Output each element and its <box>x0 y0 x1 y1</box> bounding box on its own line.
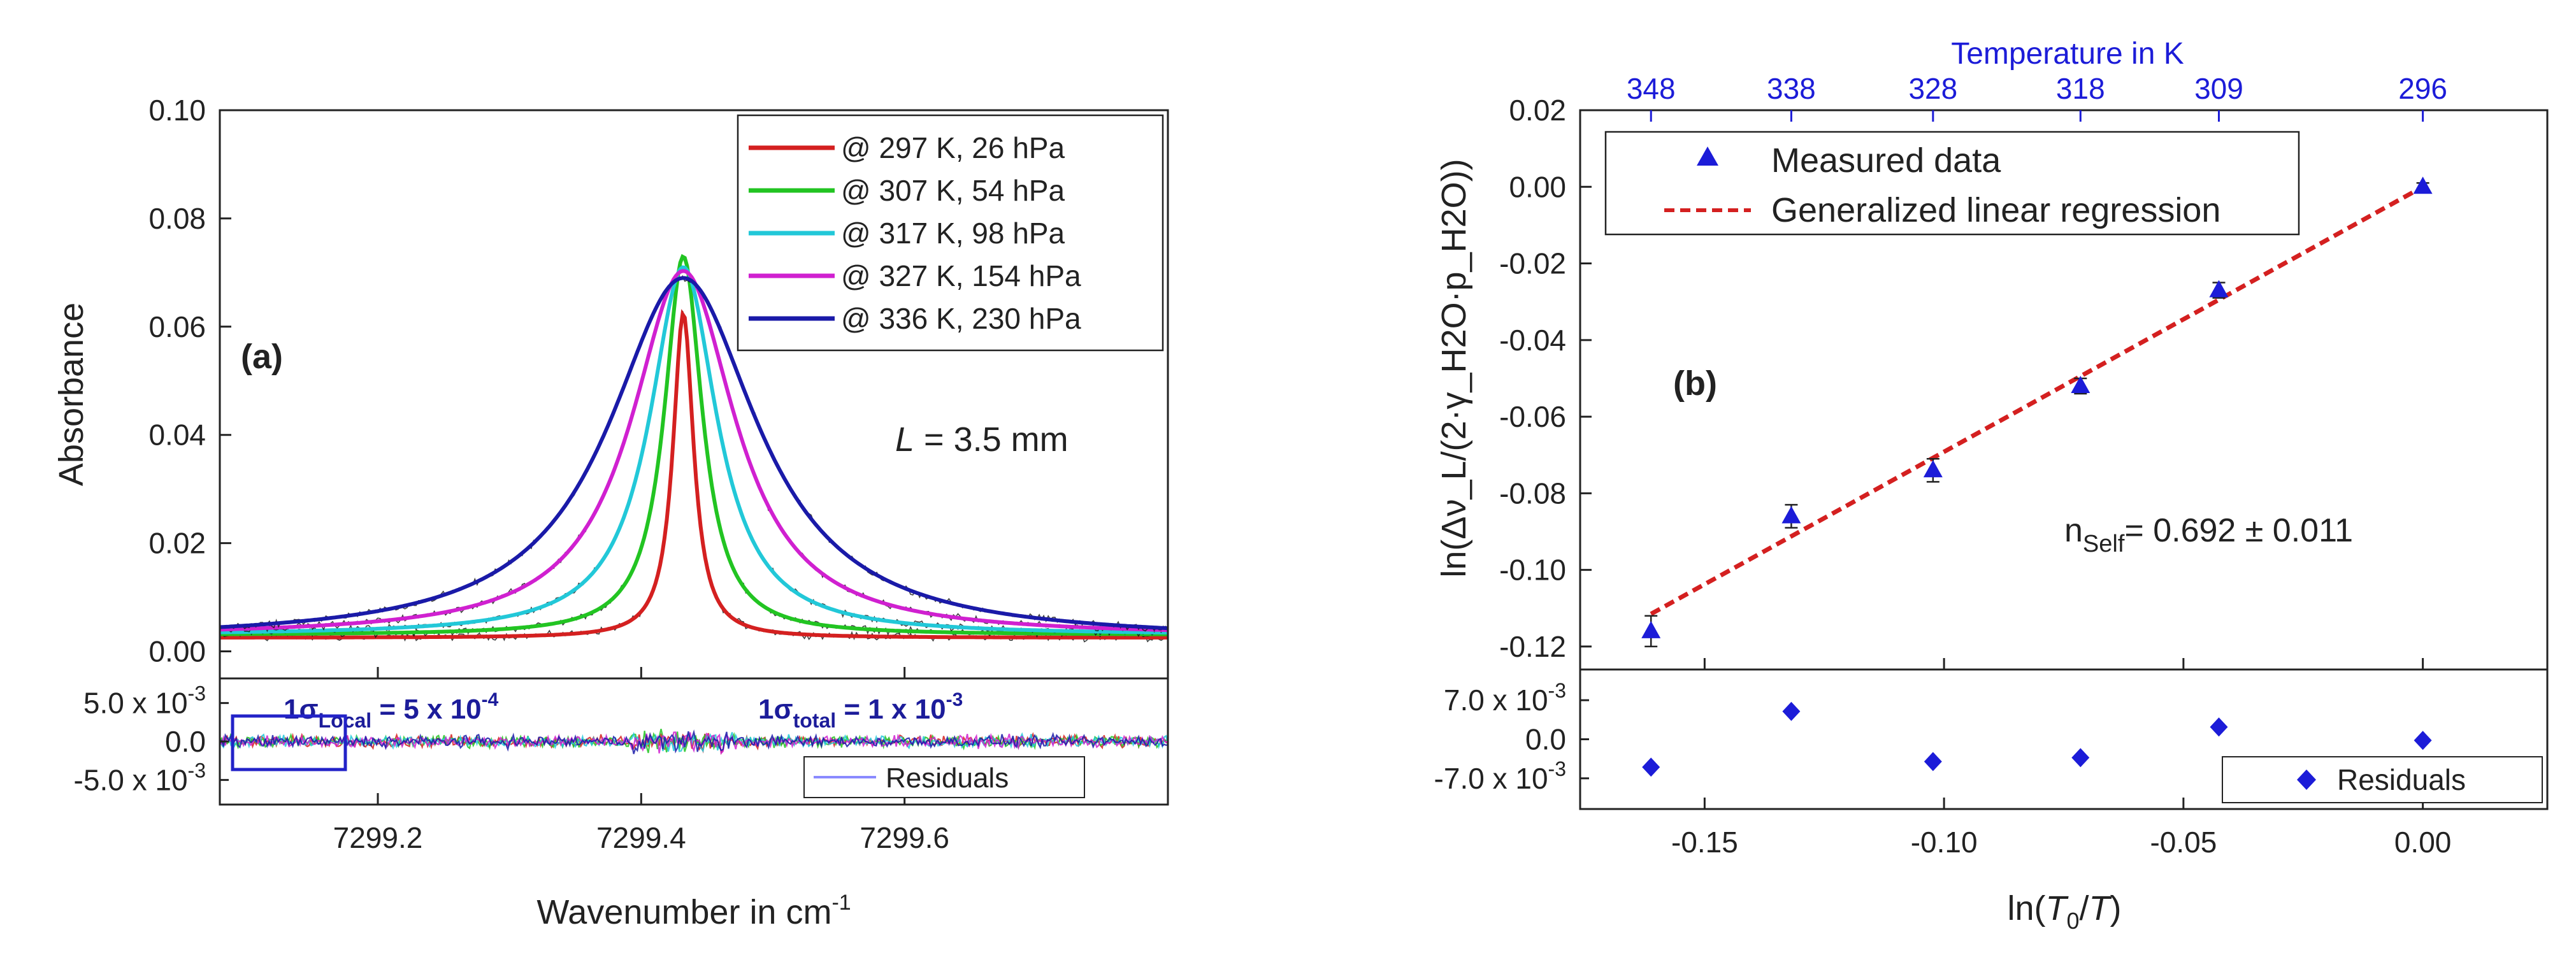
y-tick-label: -0.04 <box>1499 324 1566 357</box>
y-tick-label: 0.04 <box>148 419 206 452</box>
fit-curve-4 <box>219 276 1169 631</box>
panel-b-legend: Measured data Generalized linear regress… <box>1604 131 2300 236</box>
legend-label-measured: Measured data <box>1771 141 2001 180</box>
top-tick-label: 328 <box>1908 72 1957 105</box>
y-tick-label: 0.00 <box>1509 170 1566 203</box>
panel-b: -0.12 -0.10 -0.08 -0.06 -0.04 -0.02 0.00 0.02 -… <box>1434 37 2549 934</box>
fit-curve-2 <box>219 265 1169 634</box>
top-tick-label: 318 <box>2056 72 2105 105</box>
data-point-1 <box>1781 506 1801 524</box>
legend-label-2: @ 317 K, 98 hPa <box>841 217 1065 250</box>
legend-label-regression: Generalized linear regression <box>1771 191 2220 229</box>
y-tick-label: 0.02 <box>1509 94 1566 127</box>
x-tick-label: -0.10 <box>1911 826 1978 859</box>
residual-legend-box <box>2222 756 2543 803</box>
x-tick-label: 7299.2 <box>333 821 423 854</box>
panel-a-legend: @ 297 K, 26 hPa @ 307 K, 54 hPa @ 317 K, 9… <box>737 114 1164 352</box>
panel-a-residuals <box>219 729 1169 756</box>
legend-label-0: @ 297 K, 26 hPa <box>841 131 1065 164</box>
residual-tick-label: 5.0 x 10-3 <box>83 682 206 720</box>
data-point-0 <box>1641 620 1661 638</box>
residual-tick-label-exponent: -3 <box>188 682 206 705</box>
y-tick-label: -0.12 <box>1499 630 1566 663</box>
residual-point-1 <box>1782 701 1801 721</box>
panel-b-label: (b) <box>1673 364 1717 403</box>
panel-a-residual-legend: Residuals <box>803 756 1085 798</box>
residual-trace-4 <box>219 729 1169 754</box>
panel-a-ylabel: Absorbance <box>52 303 90 486</box>
panel-b-residual-legend: Residuals <box>2222 756 2543 803</box>
x-tick-label: 0.00 <box>2394 826 2452 859</box>
residual-tick-label: -5.0 x 10-3 <box>74 759 206 796</box>
residual-tick-label-mantissa: 0.0 <box>165 725 206 758</box>
y-tick-label: 0.02 <box>148 527 206 560</box>
panel-b-fit-line <box>1650 185 2424 616</box>
y-tick-label: 0.00 <box>148 635 206 668</box>
legend-label-3: @ 327 K, 154 hPa <box>841 259 1081 292</box>
legend-label-4: @ 336 K, 230 hPa <box>841 302 1081 335</box>
data-point-4 <box>2209 280 2229 297</box>
residual-tick-label-mantissa: 5.0 x 10 <box>83 687 188 720</box>
residual-point-2 <box>1924 752 1942 771</box>
residual-point-0 <box>1642 757 1660 777</box>
residual-legend-marker <box>2297 770 2316 790</box>
local-noise-window <box>231 714 347 771</box>
y-tick-label: 0.10 <box>148 94 206 127</box>
data-point-5 <box>2413 176 2433 194</box>
residual-legend-label: Residuals <box>886 763 1009 794</box>
residual-point-5 <box>2414 731 2432 750</box>
panel-a: 0.00 0.02 0.04 0.06 0.08 0.10 7299.2 7299.4 729… <box>52 94 1169 931</box>
panel-a-pathlength: L = 3.5 mm <box>895 420 1069 459</box>
x-tick-label: 7299.6 <box>860 821 949 854</box>
residual-tick-label-exponent: -3 <box>188 759 206 782</box>
y-tick-label: -0.06 <box>1499 400 1566 433</box>
y-tick-label: -0.08 <box>1499 476 1566 510</box>
panel-b-top-xlabel: Temperature in K <box>1951 37 2184 71</box>
y-tick-label: -0.10 <box>1499 554 1566 587</box>
panel-a-spectra <box>219 254 1169 643</box>
sigma-local-annotation: 1σLocal = 5 x 10-4 <box>284 689 499 732</box>
data-point-3 <box>2071 375 2090 393</box>
y-tick-label: -0.02 <box>1499 247 1566 280</box>
panel-b-residual-points <box>1642 701 2432 777</box>
panel-b-ylabel: ln(Δν_L/(2·γ_H2O·p_H2O)) <box>1435 159 1473 577</box>
panel-a-label: (a) <box>241 338 283 376</box>
x-tick-label: 7299.4 <box>596 821 686 854</box>
residual-legend-label: Residuals <box>2337 763 2466 796</box>
residual-tick-label-mantissa: -7.0 x 10 <box>1434 762 1548 795</box>
residual-tick-label-exponent: -3 <box>1548 757 1566 780</box>
residual-tick-label: 0.0 <box>1525 723 1566 756</box>
panel-b-xlabel: ln(T0/T) <box>2007 889 2121 934</box>
legend-marker-measured <box>1697 147 1718 166</box>
top-tick-label: 309 <box>2194 72 2243 105</box>
legend-box <box>1604 131 2300 236</box>
y-tick-label: 0.08 <box>148 202 206 235</box>
nself-annotation: nSelf= 0.692 ± 0.011 <box>2064 512 2353 557</box>
sigma-total-annotation: 1σtotal = 1 x 10-3 <box>758 689 963 732</box>
panel-a-xlabel: Wavenumber in cm-1 <box>536 891 851 931</box>
fit-curve-0 <box>220 308 1168 640</box>
residual-tick-label-exponent: -3 <box>1548 679 1566 702</box>
y-tick-label: 0.06 <box>148 310 206 343</box>
residual-point-4 <box>2210 717 2228 737</box>
legend-label-1: @ 307 K, 54 hPa <box>841 174 1065 207</box>
top-tick-label: 296 <box>2398 72 2447 105</box>
top-tick-label: 338 <box>1767 72 1816 105</box>
top-tick-label: 348 <box>1627 72 1676 105</box>
residual-tick-label-mantissa: -5.0 x 10 <box>74 763 188 796</box>
measured-spectrum-0 <box>219 310 1169 643</box>
residual-tick-label: 7.0 x 10-3 <box>1444 679 1566 717</box>
residual-tick-label: 0.0 <box>165 725 206 758</box>
data-point-2 <box>1923 460 1943 478</box>
residual-point-3 <box>2071 748 2090 768</box>
residual-tick-label-mantissa: 0.0 <box>1525 723 1566 756</box>
x-tick-label: -0.15 <box>1671 826 1738 859</box>
fit-curve-1 <box>220 254 1168 636</box>
residual-tick-label: -7.0 x 10-3 <box>1434 757 1566 795</box>
regression-line <box>1650 185 2424 616</box>
residual-tick-label-mantissa: 7.0 x 10 <box>1444 684 1548 717</box>
panel-b-measured-points <box>1641 176 2433 648</box>
x-tick-label: -0.05 <box>2150 826 2217 859</box>
